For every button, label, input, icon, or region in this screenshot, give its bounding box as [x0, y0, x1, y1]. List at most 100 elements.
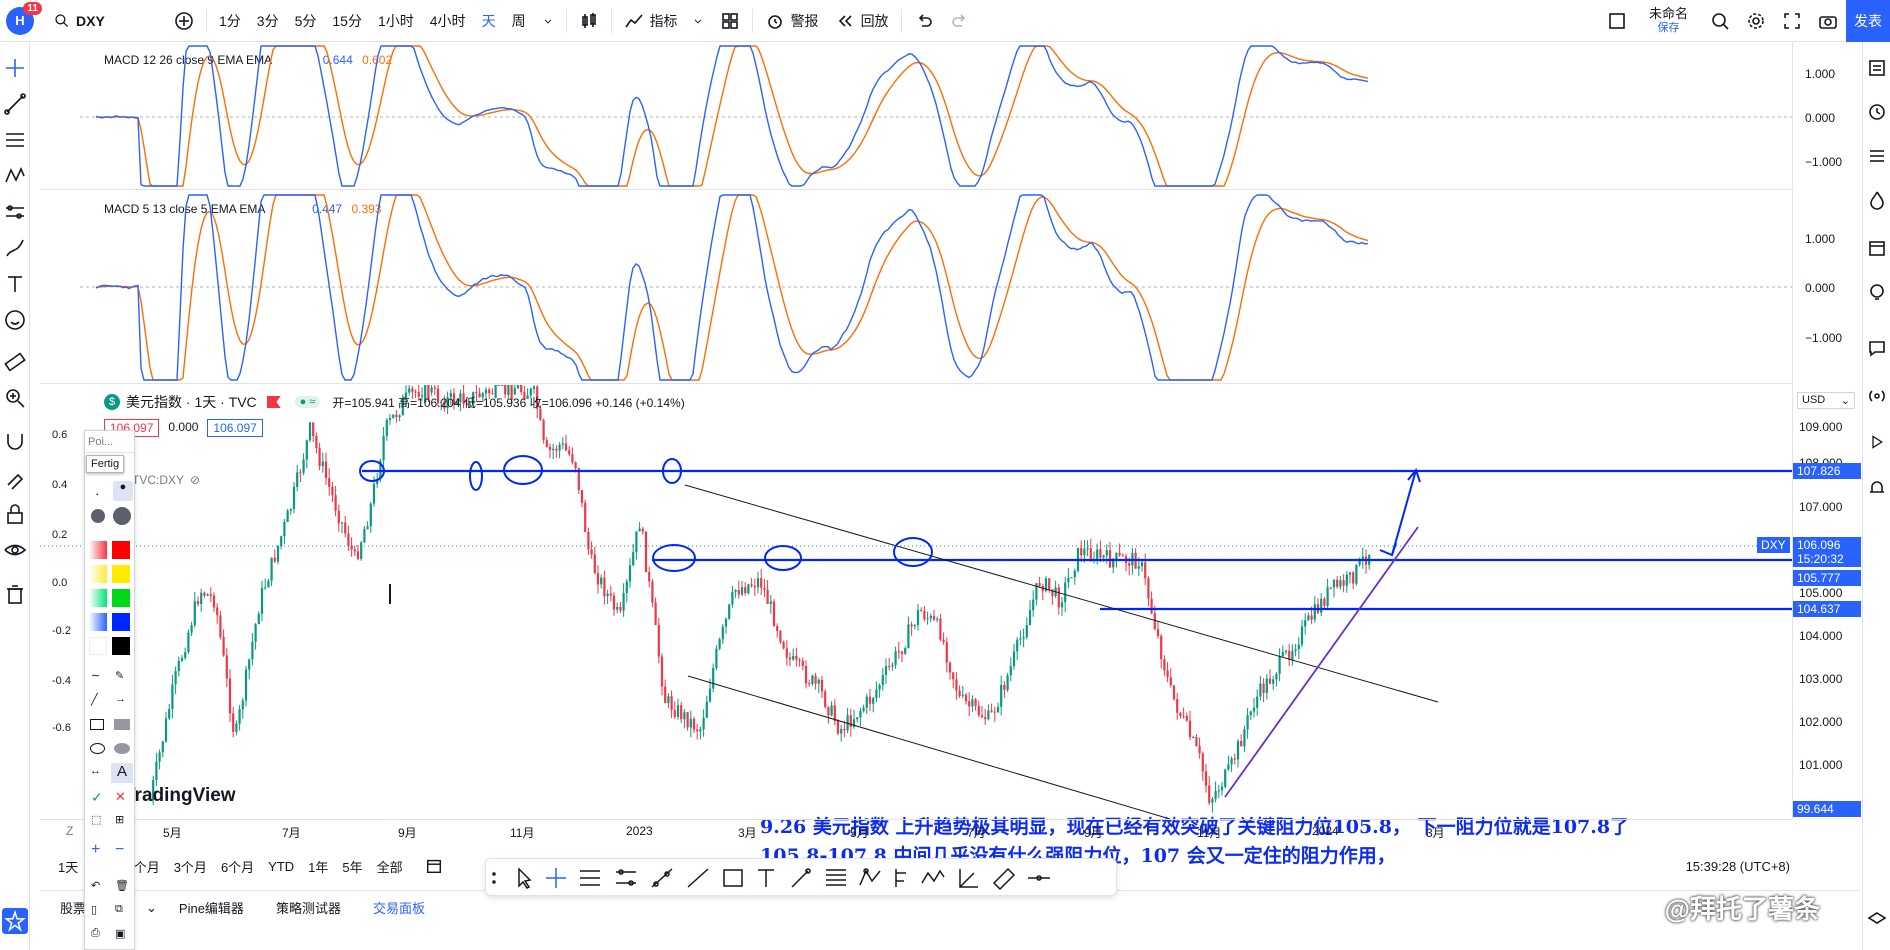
trendline-icon[interactable]	[687, 868, 709, 888]
macd-pane-2[interactable]: MACD 5 13 close 5 EMA EMA 0.447 0.393 1.…	[40, 191, 1842, 384]
color-swatch-light-yellow[interactable]	[89, 565, 107, 583]
tab-pine-editor[interactable]: Pine编辑器	[178, 901, 244, 916]
alerts-clock-icon[interactable]	[1867, 102, 1887, 122]
main-price-pane[interactable]: $ 美元指数 · 1天 · TVC ● ≈ 开=105.941 高=106.20…	[40, 385, 1792, 896]
layout-name[interactable]: 未命名 保存	[1635, 0, 1702, 42]
magnet-icon[interactable]	[3, 430, 27, 454]
user-avatar[interactable]: H 11	[6, 1, 42, 35]
close-icon[interactable]: ✕	[115, 789, 126, 804]
line-icon[interactable]: ╱	[91, 694, 98, 706]
crosshair-icon[interactable]	[3, 56, 27, 80]
lock-icon[interactable]	[3, 502, 27, 526]
layers-icon[interactable]	[1867, 910, 1887, 930]
range-all[interactable]: 全部	[376, 859, 403, 875]
undo-small-icon[interactable]: ↶	[91, 880, 101, 892]
zoom-box-icon[interactable]: ⊞	[115, 814, 125, 826]
copy-icon[interactable]: ⧉	[115, 903, 123, 915]
tf-1w[interactable]: 周	[511, 12, 526, 29]
date-range-icon[interactable]	[425, 857, 443, 875]
fib-icon[interactable]	[580, 870, 600, 886]
channel-upper-line[interactable]	[684, 484, 1439, 703]
minus-icon[interactable]: −	[115, 841, 125, 858]
chart-type-button[interactable]	[571, 0, 607, 42]
status-dot-icon[interactable]: ● ≈	[294, 396, 321, 408]
tf-15m[interactable]: 15分	[332, 12, 362, 29]
dot-medium-icon[interactable]: ●	[113, 481, 133, 501]
range-5y[interactable]: 5年	[342, 859, 363, 875]
color-swatch-light-red[interactable]	[89, 541, 107, 559]
lock-drawing-icon[interactable]	[3, 466, 27, 490]
chevron-down-icon[interactable]: ⌄	[146, 899, 157, 915]
dot-large-icon[interactable]	[91, 509, 105, 523]
alert-button[interactable]: 警报	[757, 0, 827, 42]
range-3m[interactable]: 3个月	[173, 859, 207, 875]
publish-button[interactable]: 发表	[1846, 0, 1890, 42]
highlight-ellipse[interactable]	[359, 460, 385, 482]
cursor-icon[interactable]	[518, 867, 532, 889]
text-a-icon[interactable]: A	[111, 763, 133, 783]
uptrend-line[interactable]	[1224, 526, 1419, 798]
eye-icon[interactable]	[3, 538, 27, 562]
notifications-bell-icon[interactable]	[1867, 478, 1887, 498]
projection-arrow[interactable]	[1391, 469, 1417, 556]
pen-icon[interactable]: ✎	[115, 670, 125, 682]
ruler-icon[interactable]	[992, 867, 1016, 891]
text-tool-icon[interactable]	[758, 869, 774, 887]
tf-5m[interactable]: 5分	[294, 12, 317, 29]
ellipse-icon[interactable]	[90, 743, 105, 754]
highlight-ellipse[interactable]	[893, 537, 933, 567]
highlight-ellipse[interactable]	[764, 545, 802, 571]
layout-toggle[interactable]	[1599, 0, 1635, 42]
color-swatch-yellow[interactable]	[112, 565, 130, 583]
filled-rectangle-icon[interactable]	[114, 719, 130, 730]
color-swatch-light-green[interactable]	[89, 589, 107, 607]
color-swatch-light-blue[interactable]	[89, 613, 107, 631]
currency-select[interactable]: USD ⌄	[1797, 392, 1855, 409]
ideas-icon[interactable]	[1867, 282, 1887, 302]
range-1d[interactable]: 1天	[58, 859, 79, 875]
time-axis[interactable]: Z 5月 7月 9月 11月 2023 3月 5月 7月 9月 11月 2024 3月	[40, 819, 1792, 843]
tf-1m[interactable]: 1分	[219, 12, 241, 29]
templates-button[interactable]	[712, 0, 748, 42]
check-icon[interactable]: ✓	[91, 789, 103, 805]
color-swatch-white[interactable]	[89, 637, 107, 655]
indicators-button[interactable]: 指标	[616, 0, 712, 42]
ray-icon[interactable]	[651, 868, 673, 888]
fib-icon[interactable]	[3, 128, 27, 152]
crop-icon[interactable]: ⬚	[91, 814, 102, 826]
pattern-icon[interactable]	[3, 164, 27, 188]
horizontal-line-icon[interactable]	[1028, 875, 1050, 881]
broadcast-icon[interactable]	[1867, 386, 1887, 406]
tf-4h[interactable]: 4小时	[429, 12, 466, 29]
tf-3m[interactable]: 3分	[256, 12, 279, 29]
crosshair-icon[interactable]	[546, 868, 566, 888]
eye-off-icon[interactable]: ⊘	[190, 473, 201, 487]
macd-pane-1[interactable]: MACD 12 26 close 9 EMA EMA 0.644 0.602 1…	[40, 42, 1842, 190]
color-swatch-green[interactable]	[112, 589, 130, 607]
range-1y[interactable]: 1年	[308, 859, 329, 875]
compare-button[interactable]	[166, 0, 202, 42]
wave-icon[interactable]	[921, 869, 945, 884]
price-axis[interactable]: USD⌄ 109.000 108.000 107.826 107.000 DXY…	[1757, 384, 1862, 819]
text-tool-icon[interactable]	[3, 272, 27, 296]
fib-lines-icon[interactable]	[826, 869, 846, 886]
channel-lower-line[interactable]	[687, 675, 1171, 819]
highlight-ellipse[interactable]	[503, 455, 543, 485]
replay-button[interactable]: 回放	[827, 0, 897, 42]
rectangle-icon[interactable]	[723, 869, 743, 887]
settings-button[interactable]	[1738, 0, 1774, 42]
dot-xlarge-icon[interactable]	[113, 507, 131, 525]
fullscreen-button[interactable]	[1774, 0, 1810, 42]
buy-price-box[interactable]: 106.097	[207, 419, 263, 437]
trash-small-icon[interactable]: 🗑	[115, 880, 129, 892]
tf-1d[interactable]: 天	[481, 12, 496, 29]
range-ytd[interactable]: YTD	[268, 858, 295, 874]
range-6m[interactable]: 6个月	[220, 859, 255, 875]
trendline-icon[interactable]	[3, 92, 27, 116]
dot-small-icon[interactable]: ·	[95, 485, 100, 501]
data-window-icon[interactable]	[1867, 146, 1887, 166]
pattern-icon[interactable]	[859, 868, 881, 886]
zoom-z-icon[interactable]: Z	[66, 824, 74, 838]
channel-icon[interactable]	[616, 869, 636, 886]
trash-icon[interactable]	[3, 582, 27, 606]
